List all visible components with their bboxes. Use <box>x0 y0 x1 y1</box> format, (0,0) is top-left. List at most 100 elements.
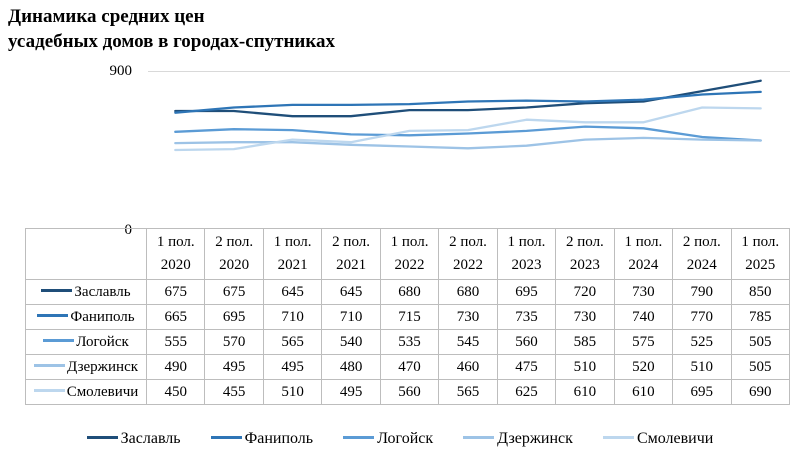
value-cell: 730 <box>555 304 615 330</box>
value-cell: 770 <box>672 304 732 330</box>
value-cell: 850 <box>730 279 791 305</box>
value-cell: 675 <box>204 279 264 305</box>
column-header-0: 1 пол. 2020 <box>145 228 206 280</box>
value-cell: 625 <box>496 379 557 405</box>
series-line-Фаниполь <box>174 90 762 114</box>
legend-item-Фаниполь: Фаниполь <box>210 430 314 448</box>
value-cell: 710 <box>262 304 323 330</box>
column-header-9: 2 пол. 2024 <box>672 228 732 280</box>
value-cell: 665 <box>145 304 206 330</box>
column-header-7: 2 пол. 2023 <box>555 228 615 280</box>
series-name-label: Логойск <box>76 333 129 350</box>
value-cell: 730 <box>438 304 498 330</box>
value-cell: 720 <box>555 279 615 305</box>
value-cell: 510 <box>672 354 732 380</box>
value-cell: 545 <box>438 329 498 355</box>
value-cell: 565 <box>438 379 498 405</box>
value-cell: 490 <box>145 354 206 380</box>
value-cell: 575 <box>613 329 674 355</box>
value-cell: 565 <box>262 329 323 355</box>
value-cell: 570 <box>204 329 264 355</box>
value-cell: 740 <box>613 304 674 330</box>
column-header-6: 1 пол. 2023 <box>496 228 557 280</box>
column-header-8: 1 пол. 2024 <box>613 228 674 280</box>
value-cell: 480 <box>321 354 381 380</box>
series-line-key-icon <box>43 339 75 343</box>
table-header-row: 1 пол. 2020 2 пол. 2020 1 пол. 2021 2 пол. 2021… <box>25 228 791 280</box>
chart-legend: Заславль Фаниполь Логойск Дзержинск Смолевич… <box>0 430 800 448</box>
value-cell: 730 <box>613 279 674 305</box>
legend-line-key-icon <box>602 436 634 439</box>
series-line-Смолевичи <box>174 106 762 152</box>
value-cell: 520 <box>613 354 674 380</box>
series-line-Дзержинск <box>174 136 762 150</box>
value-cell: 645 <box>321 279 381 305</box>
series-name-label: Дзержинск <box>66 358 139 375</box>
value-cell: 450 <box>145 379 206 405</box>
value-cell: 505 <box>730 329 791 355</box>
series-name-cell: Заславль <box>25 279 147 305</box>
value-cell: 535 <box>379 329 440 355</box>
value-cell: 555 <box>145 329 206 355</box>
legend-item-Заславль: Заславль <box>86 430 181 448</box>
column-header-10: 1 пол. 2025 <box>730 228 791 280</box>
column-header-5: 2 пол. 2022 <box>438 228 498 280</box>
value-cell: 560 <box>496 329 557 355</box>
table-row-Логойск: Логойск 555 570 565 540 535 545 560 585 575 525 505 <box>25 329 791 355</box>
series-name-label: Смолевичи <box>66 383 139 400</box>
value-cell: 510 <box>262 379 323 405</box>
table-row-Смолевичи: Смолевичи 450 455 510 495 560 565 625 610 610 695 6… <box>25 379 791 405</box>
value-cell: 610 <box>555 379 615 405</box>
legend-line-key-icon <box>463 436 495 439</box>
value-cell: 680 <box>379 279 440 305</box>
value-cell: 695 <box>204 304 264 330</box>
value-cell: 675 <box>145 279 206 305</box>
value-cell: 495 <box>204 354 264 380</box>
legend-label: Логойск <box>377 430 434 447</box>
series-line-key-icon <box>33 364 65 368</box>
series-name-label: Заславль <box>74 283 131 300</box>
value-cell: 525 <box>672 329 732 355</box>
legend-line-key-icon <box>210 436 242 439</box>
value-cell: 505 <box>730 354 791 380</box>
chart-data-table: 1 пол. 2020 2 пол. 2020 1 пол. 2021 2 пол. 2021… <box>25 228 791 405</box>
table-row-Фаниполь: Фаниполь 665 695 710 710 715 730 735 730 740 770 78… <box>25 304 791 330</box>
series-line-Заславль <box>174 79 762 118</box>
series-name-cell: Фаниполь <box>25 304 147 330</box>
series-name-label: Фаниполь <box>70 308 135 325</box>
value-cell: 540 <box>321 329 381 355</box>
value-cell: 695 <box>496 279 557 305</box>
chart-title-line-2: усадебных домов в городах-спутниках <box>8 31 336 52</box>
value-cell: 460 <box>438 354 498 380</box>
legend-line-key-icon <box>343 436 375 439</box>
value-cell: 790 <box>672 279 732 305</box>
column-header-3: 2 пол. 2021 <box>321 228 381 280</box>
chart-title: Динамика средних цен усадебных домов в г… <box>8 4 335 54</box>
column-header-1: 2 пол. 2020 <box>204 228 264 280</box>
y-axis-tick-900: 900 <box>109 63 133 79</box>
series-line-key-icon <box>33 389 65 393</box>
table-corner-cell <box>25 228 147 280</box>
series-name-cell: Смолевичи <box>25 379 147 405</box>
legend-item-Дзержинск: Дзержинск <box>463 430 573 448</box>
series-line-key-icon <box>37 314 69 318</box>
value-cell: 495 <box>262 354 323 380</box>
value-cell: 510 <box>555 354 615 380</box>
legend-item-Логойск: Логойск <box>343 430 433 448</box>
value-cell: 645 <box>262 279 323 305</box>
legend-label: Заславль <box>120 430 181 447</box>
value-cell: 495 <box>321 379 381 405</box>
value-cell: 680 <box>438 279 498 305</box>
legend-label: Дзержинск <box>497 430 573 447</box>
series-name-cell: Дзержинск <box>25 354 147 380</box>
series-line-Логойск <box>174 125 762 142</box>
table-row-Заславль: Заславль 675 675 645 645 680 680 695 720 730 790 85… <box>25 279 791 305</box>
value-cell: 710 <box>321 304 381 330</box>
value-cell: 610 <box>613 379 674 405</box>
value-cell: 470 <box>379 354 440 380</box>
chart-title-line-1: Динамика средних цен <box>8 6 205 27</box>
legend-label: Фаниполь <box>244 430 314 447</box>
value-cell: 585 <box>555 329 615 355</box>
table-row-Дзержинск: Дзержинск 490 495 495 480 470 460 475 510 520 510 5… <box>25 354 791 380</box>
